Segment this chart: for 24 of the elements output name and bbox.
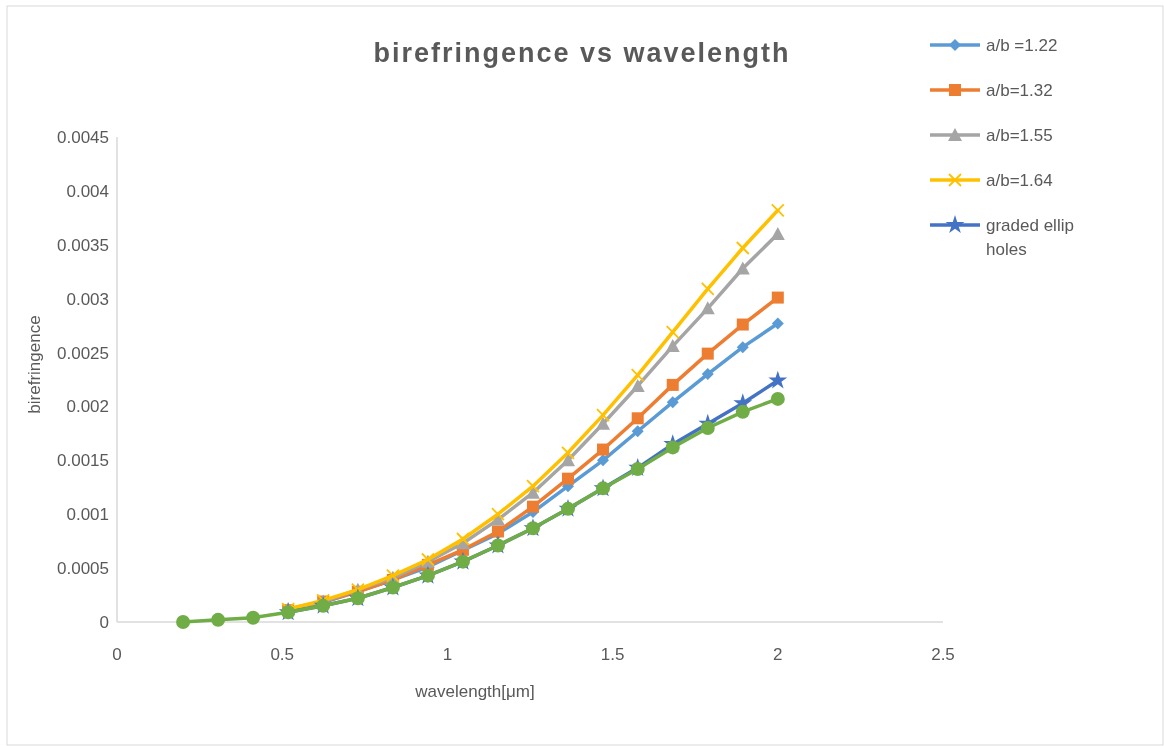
y-tick-label: 0.0015 [57,451,109,471]
x-tick-label: 1 [442,645,453,664]
legend-label: a/b=1.64 [986,170,1053,190]
x-tick-label: 2.5 [931,645,955,664]
y-tick-label: 0.0025 [57,343,109,363]
x-tick-label: 2 [773,645,783,664]
legend-label: a/b=1.55 [986,125,1053,145]
legend-label: graded ellip holes [986,215,1074,259]
y-tick-label: 0 [99,612,109,632]
legend-label: a/b =1.22 [986,35,1058,55]
x-axis-title: wavelength[μm] [414,682,535,701]
x-tick-label: 0 [112,645,122,664]
y-tick-label: 0.004 [66,181,109,201]
chart-title: birefringence vs wavelength [373,38,791,68]
y-tick-label: 0.0045 [57,127,109,147]
y-tick-label: 0.0005 [57,559,109,579]
y-tick-label: 0.0035 [57,235,109,255]
x-tick-label: 0.5 [270,645,295,664]
legend-label: a/b=1.32 [986,80,1053,100]
y-tick-label: 0.003 [66,289,109,309]
y-axis-title: birefringence [25,315,44,414]
y-tick-label: 0.002 [66,397,109,417]
y-tick-label: 0.001 [66,505,109,525]
x-tick-label: 1.5 [600,645,625,664]
